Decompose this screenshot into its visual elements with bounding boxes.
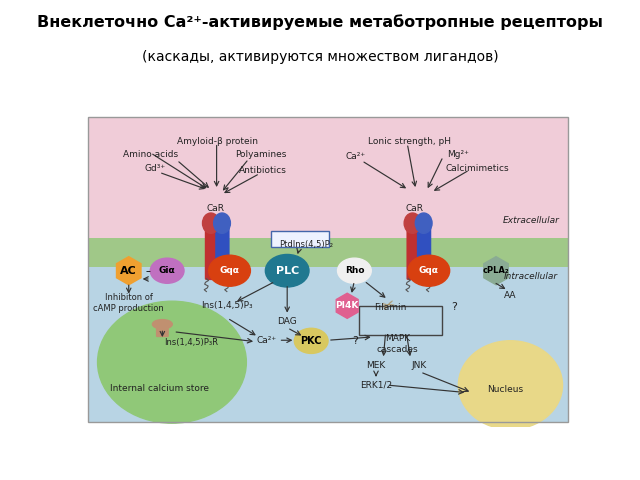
Text: ✂: ✂ bbox=[380, 297, 397, 315]
Text: Internal calcium store: Internal calcium store bbox=[111, 384, 209, 393]
Text: Intracellular: Intracellular bbox=[504, 272, 558, 281]
FancyBboxPatch shape bbox=[88, 117, 568, 238]
Text: Amyloid-β protein: Amyloid-β protein bbox=[177, 137, 258, 145]
Ellipse shape bbox=[415, 213, 432, 233]
FancyBboxPatch shape bbox=[417, 224, 426, 280]
Ellipse shape bbox=[202, 213, 220, 233]
FancyBboxPatch shape bbox=[422, 224, 431, 280]
Circle shape bbox=[150, 258, 184, 283]
Text: Polyamines: Polyamines bbox=[235, 150, 287, 159]
Text: Inhibiton of
cAMP production: Inhibiton of cAMP production bbox=[93, 293, 164, 313]
FancyBboxPatch shape bbox=[220, 224, 230, 280]
Text: CaR: CaR bbox=[206, 204, 224, 213]
Text: Gqα: Gqα bbox=[220, 266, 239, 275]
Text: Ca²⁺: Ca²⁺ bbox=[346, 153, 366, 161]
Text: DAG: DAG bbox=[277, 316, 297, 325]
Polygon shape bbox=[336, 293, 358, 318]
Circle shape bbox=[337, 258, 371, 283]
Text: Ins(1,4,5)P₃: Ins(1,4,5)P₃ bbox=[202, 301, 253, 310]
Text: PtdIns(4,5)P₂: PtdIns(4,5)P₂ bbox=[280, 240, 333, 249]
Ellipse shape bbox=[458, 341, 563, 430]
Text: Mg²⁺: Mg²⁺ bbox=[447, 150, 468, 159]
FancyBboxPatch shape bbox=[412, 224, 421, 280]
Text: MAPK
cascades: MAPK cascades bbox=[377, 334, 419, 354]
Circle shape bbox=[408, 255, 450, 286]
FancyBboxPatch shape bbox=[205, 224, 214, 280]
Ellipse shape bbox=[214, 213, 230, 233]
Circle shape bbox=[266, 254, 309, 287]
Text: ?: ? bbox=[353, 336, 358, 346]
Text: PKC: PKC bbox=[300, 336, 322, 346]
Text: Ins(1,4,5)P₃R: Ins(1,4,5)P₃R bbox=[164, 338, 218, 348]
Text: –: – bbox=[145, 266, 150, 276]
Text: JNK: JNK bbox=[412, 361, 427, 371]
FancyBboxPatch shape bbox=[215, 224, 225, 280]
Text: CaR: CaR bbox=[405, 204, 424, 213]
Text: Antibiotics: Antibiotics bbox=[239, 166, 287, 175]
Text: AC: AC bbox=[120, 266, 137, 276]
Text: PI4K: PI4K bbox=[335, 301, 359, 310]
Text: Rho: Rho bbox=[345, 266, 364, 275]
Circle shape bbox=[209, 255, 250, 286]
FancyBboxPatch shape bbox=[88, 267, 568, 421]
Text: Giα: Giα bbox=[159, 266, 175, 275]
Text: MEK: MEK bbox=[366, 361, 386, 371]
Text: ?: ? bbox=[451, 302, 457, 312]
Polygon shape bbox=[484, 257, 508, 285]
Text: cPLA₂: cPLA₂ bbox=[483, 266, 509, 275]
FancyBboxPatch shape bbox=[210, 224, 219, 280]
Text: Extracellular: Extracellular bbox=[502, 216, 559, 225]
Circle shape bbox=[294, 328, 328, 353]
Text: (каскады, активируются множеством лигандов): (каскады, активируются множеством лиганд… bbox=[141, 50, 499, 64]
Text: Calcimimetics: Calcimimetics bbox=[445, 164, 509, 173]
Text: Lonic strength, pH: Lonic strength, pH bbox=[368, 137, 451, 145]
Text: Внеклеточно Ca²⁺-активируемые метаботропные рецепторы: Внеклеточно Ca²⁺-активируемые метаботроп… bbox=[37, 14, 603, 30]
FancyBboxPatch shape bbox=[271, 231, 329, 247]
FancyBboxPatch shape bbox=[156, 324, 169, 337]
FancyBboxPatch shape bbox=[406, 224, 415, 280]
Text: Amino acids: Amino acids bbox=[123, 150, 178, 159]
Text: AA: AA bbox=[504, 290, 516, 300]
Text: Filamin: Filamin bbox=[374, 303, 406, 312]
Ellipse shape bbox=[152, 320, 172, 329]
Polygon shape bbox=[116, 257, 141, 285]
Ellipse shape bbox=[404, 213, 421, 233]
Text: Gqα: Gqα bbox=[419, 266, 439, 275]
FancyBboxPatch shape bbox=[88, 238, 568, 267]
Text: ERK1/2: ERK1/2 bbox=[360, 381, 392, 390]
Text: Gd³⁺: Gd³⁺ bbox=[145, 164, 166, 173]
Text: PLC: PLC bbox=[276, 266, 299, 276]
Text: Ca²⁺: Ca²⁺ bbox=[257, 336, 277, 345]
Text: Nucleus: Nucleus bbox=[488, 385, 524, 394]
Ellipse shape bbox=[97, 301, 246, 423]
